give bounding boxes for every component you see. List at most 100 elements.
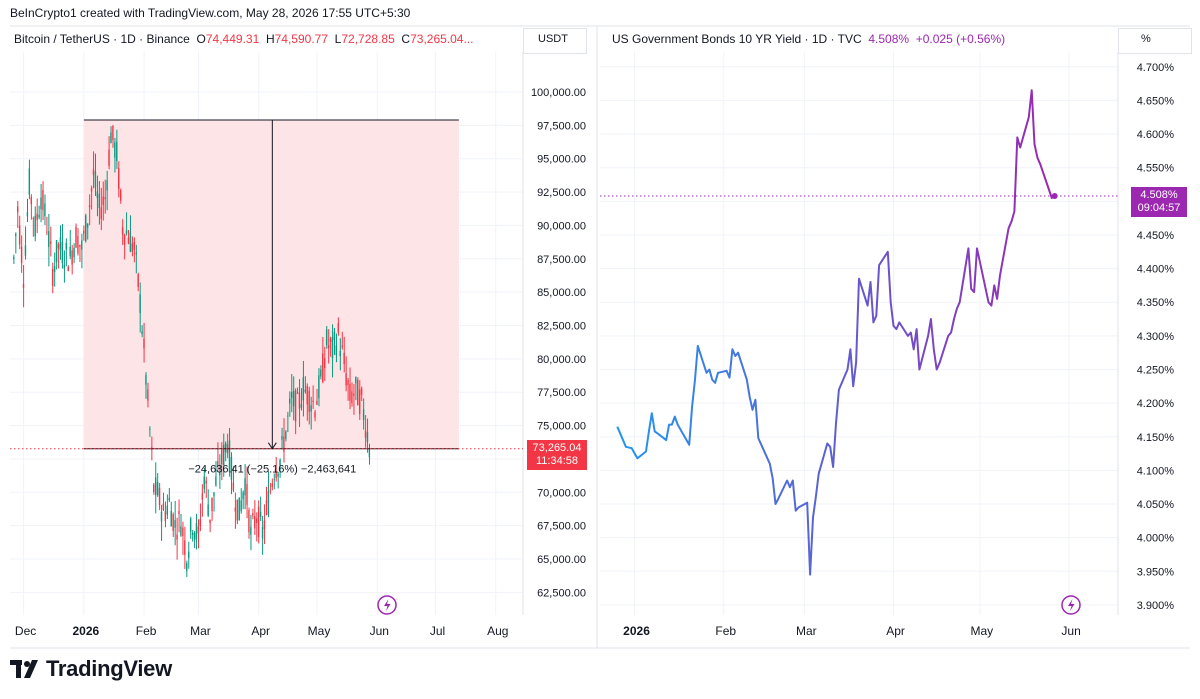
btc-candle bbox=[337, 323, 339, 333]
btc-candle bbox=[125, 230, 128, 234]
tradingview-logo-text: TradingView bbox=[46, 656, 172, 681]
bond-x-tick: Jun bbox=[1061, 624, 1080, 638]
btc-candle bbox=[244, 478, 246, 496]
btc-candle bbox=[121, 227, 124, 235]
btc-candle bbox=[100, 207, 102, 220]
btc-candle bbox=[347, 379, 349, 386]
btc-candle bbox=[118, 168, 120, 190]
bond-events-icon[interactable] bbox=[1061, 595, 1081, 615]
btc-candle bbox=[285, 431, 287, 439]
btc-candle bbox=[123, 234, 126, 245]
btc-candle bbox=[333, 331, 336, 340]
bond-last-point bbox=[1051, 192, 1058, 199]
btc-candle bbox=[323, 358, 326, 369]
btc-candle bbox=[257, 506, 260, 538]
bond-y-tick: 3.900% bbox=[1137, 600, 1175, 612]
btc-candle bbox=[36, 213, 38, 221]
btc-candle bbox=[131, 243, 134, 252]
btc-candle bbox=[310, 405, 312, 412]
btc-candle bbox=[65, 242, 67, 250]
btc-candle bbox=[145, 374, 147, 385]
btc-candle bbox=[106, 180, 108, 191]
btc-candle bbox=[230, 456, 233, 480]
btc-candle bbox=[283, 436, 285, 452]
btc-candle bbox=[18, 225, 21, 245]
btc-candle bbox=[77, 236, 79, 254]
btc-candle bbox=[92, 169, 95, 175]
btc-candle bbox=[300, 404, 303, 408]
btc-y-tick: 85,000.00 bbox=[537, 287, 586, 299]
btc-unit-box[interactable] bbox=[523, 28, 587, 54]
btc-candle bbox=[250, 526, 252, 535]
btc-candle bbox=[207, 504, 209, 516]
btc-candle bbox=[178, 510, 180, 515]
btc-candle bbox=[166, 505, 168, 515]
btc-candle bbox=[170, 510, 172, 527]
btc-candle bbox=[209, 519, 211, 524]
btc-x-tick: Mar bbox=[190, 624, 211, 638]
bond-y-tick: 4.600% bbox=[1137, 129, 1175, 141]
btc-candle bbox=[275, 470, 277, 479]
btc-candle bbox=[287, 415, 289, 417]
btc-candle bbox=[187, 551, 190, 559]
btc-candle bbox=[325, 329, 328, 346]
btc-candle bbox=[110, 132, 112, 143]
btc-candle bbox=[246, 484, 248, 505]
btc-candle bbox=[164, 511, 167, 522]
btc-candle bbox=[294, 390, 297, 422]
btc-candle bbox=[32, 218, 34, 219]
btc-y-tick: 90,000.00 bbox=[537, 220, 586, 232]
btc-candle bbox=[345, 373, 347, 386]
btc-candle bbox=[102, 196, 104, 205]
btc-candle bbox=[116, 141, 118, 161]
bond-x-tick: Apr bbox=[886, 624, 905, 638]
btc-x-tick: Apr bbox=[251, 624, 270, 638]
btc-candle bbox=[139, 294, 141, 314]
btc-candle bbox=[316, 400, 318, 405]
btc-candle bbox=[279, 459, 281, 466]
btc-y-tick: 100,000.00 bbox=[531, 87, 586, 99]
btc-candle bbox=[34, 215, 36, 237]
btc-candle bbox=[304, 389, 306, 392]
bond-y-tick: 4.200% bbox=[1137, 398, 1175, 410]
btc-candle bbox=[238, 497, 240, 521]
btc-candle bbox=[224, 443, 227, 453]
btc-candle bbox=[273, 478, 275, 480]
bond-badge-price: 4.508% bbox=[1140, 188, 1178, 201]
bond-y-tick: 4.050% bbox=[1137, 499, 1175, 511]
bond-unit-box[interactable] bbox=[1118, 28, 1192, 54]
btc-candle bbox=[240, 500, 242, 512]
btc-close-label: C bbox=[401, 32, 411, 46]
btc-candle bbox=[197, 526, 200, 534]
btc-candle bbox=[30, 197, 32, 205]
btc-candle bbox=[180, 526, 182, 536]
btc-candle bbox=[261, 527, 264, 539]
btc-badge-timer: 11:34:58 bbox=[535, 454, 578, 467]
tradingview-logo[interactable]: TradingView bbox=[10, 656, 172, 682]
btc-candle bbox=[15, 233, 17, 236]
btc-events-icon[interactable] bbox=[377, 595, 397, 615]
btc-candle bbox=[46, 231, 48, 233]
btc-candle bbox=[215, 476, 217, 486]
btc-candle bbox=[160, 511, 163, 522]
btc-candle bbox=[112, 125, 114, 141]
btc-candle bbox=[127, 237, 130, 244]
btc-candle bbox=[26, 212, 29, 217]
btc-candle bbox=[201, 493, 203, 500]
btc-candle bbox=[341, 345, 343, 347]
btc-y-tick: 97,500.00 bbox=[537, 120, 586, 132]
btc-candle bbox=[329, 338, 332, 343]
btc-candle bbox=[114, 142, 116, 158]
btc-candle bbox=[296, 392, 299, 394]
btc-candle bbox=[320, 369, 322, 377]
btc-candle bbox=[360, 388, 363, 395]
btc-candle bbox=[298, 392, 301, 409]
btc-price-badge: 73,265.04 11:34:58 bbox=[527, 439, 587, 470]
btc-unit: USDT bbox=[538, 33, 568, 45]
btc-low-label: L bbox=[334, 32, 342, 46]
btc-candle bbox=[366, 432, 369, 442]
btc-candle bbox=[48, 231, 50, 248]
btc-x-tick: Jun bbox=[370, 624, 389, 638]
btc-candle bbox=[292, 390, 295, 407]
btc-candle bbox=[248, 510, 250, 533]
